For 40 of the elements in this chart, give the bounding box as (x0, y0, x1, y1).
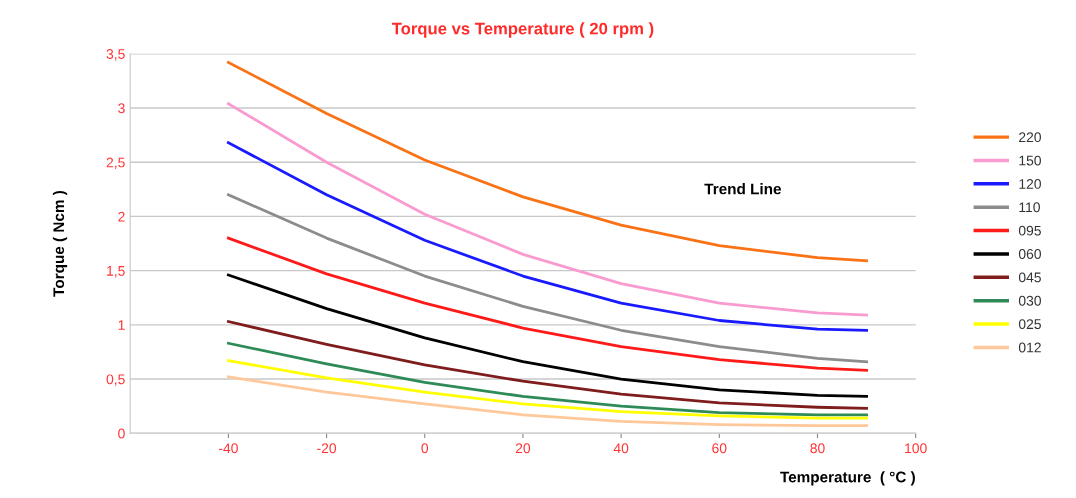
y-tick-label: 1 (118, 320, 125, 330)
y-tick-label: 1,5 (107, 266, 125, 278)
legend-label: 030 (1018, 295, 1041, 306)
line-series (226, 359, 868, 420)
x-tick-label: 80 (810, 443, 825, 454)
y-tick-label: 3 (118, 103, 125, 114)
y-tick-label: 2,5 (106, 157, 125, 170)
legend-label: 120 (1019, 179, 1041, 189)
x-tick-label: 0 (421, 443, 429, 454)
x-tick-label: 60 (712, 443, 727, 454)
legend-label: 025 (1018, 319, 1041, 330)
x-tick-label: -20 (317, 443, 337, 454)
line-series (226, 341, 868, 417)
x-axis-title: Temperature ( °C ) (780, 471, 915, 486)
legend-label: 045 (1018, 272, 1041, 283)
line-series (226, 236, 868, 372)
x-tick-label: 40 (613, 443, 629, 454)
annotation: Trend Line (704, 183, 781, 195)
chart-title: Torque vs Temperature ( 20 rpm ) (391, 22, 654, 38)
line-series (226, 193, 868, 364)
line-series (226, 375, 868, 428)
legend-label: 012 (1018, 342, 1041, 353)
y-tick-label: 0 (118, 428, 125, 439)
y-tick-label: 0,5 (106, 374, 125, 386)
legend-label: 060 (1018, 249, 1041, 259)
legend-label: 110 (1019, 202, 1040, 213)
y-tick-label: 2 (118, 211, 125, 222)
y-tick-label: 3,5 (106, 49, 125, 61)
x-tick-label: 20 (515, 443, 531, 454)
y-axis-title: Torque ( Ncm ) (52, 190, 68, 297)
line-series (226, 141, 868, 332)
legend-label: 095 (1018, 225, 1041, 236)
line-series (226, 273, 868, 398)
line-series (226, 320, 868, 410)
legend-label: 150 (1019, 155, 1041, 166)
x-tick-label: 100 (905, 443, 927, 454)
line-series (226, 102, 868, 317)
line-series (226, 61, 868, 263)
legend-label: 220 (1019, 132, 1041, 143)
x-tick-label: -40 (218, 443, 238, 454)
